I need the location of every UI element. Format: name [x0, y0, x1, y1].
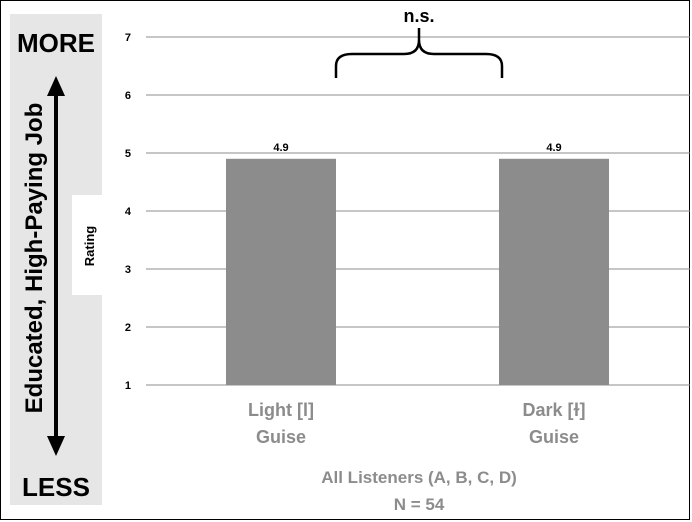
data-label: 4.9 [273, 142, 288, 154]
educated-job-label: Educated, High-Paying Job [21, 103, 48, 414]
bar [226, 158, 336, 385]
y-tick-label: 3 [125, 264, 131, 276]
data-labels: 4.9 4.9 [273, 142, 561, 154]
y-tick-label: 5 [125, 148, 131, 160]
y-tick-label: 4 [125, 206, 132, 218]
y-tick-labels: 1 2 3 4 5 6 7 [125, 32, 132, 392]
significance-annotation: n.s. [403, 6, 434, 26]
vertical-double-arrow [47, 76, 65, 456]
data-label: 4.9 [546, 142, 561, 154]
y-tick-label: 2 [125, 322, 131, 334]
x-category-label: Light [l] [248, 400, 314, 420]
category-labels: Light [l] Guise Dark [ɫ] Guise [248, 400, 585, 447]
y-tick-label: 1 [125, 380, 131, 392]
significance-bracket [334, 28, 504, 78]
x-axis-title-line-1: All Listeners (A, B, C, D) [321, 468, 517, 487]
bars [226, 158, 609, 385]
bar [499, 158, 609, 385]
x-category-label: Dark [ɫ] [523, 400, 586, 420]
more-label: MORE [17, 28, 95, 58]
x-category-label: Guise [529, 427, 579, 447]
x-category-label: Guise [256, 427, 306, 447]
y-tick-label: 6 [125, 90, 131, 102]
rating-label-box [72, 195, 105, 295]
y-axis-title: Rating [82, 226, 97, 267]
less-label: LESS [22, 472, 90, 502]
y-tick-label: 7 [125, 32, 131, 44]
x-axis-title-line-2: N = 54 [394, 495, 445, 514]
